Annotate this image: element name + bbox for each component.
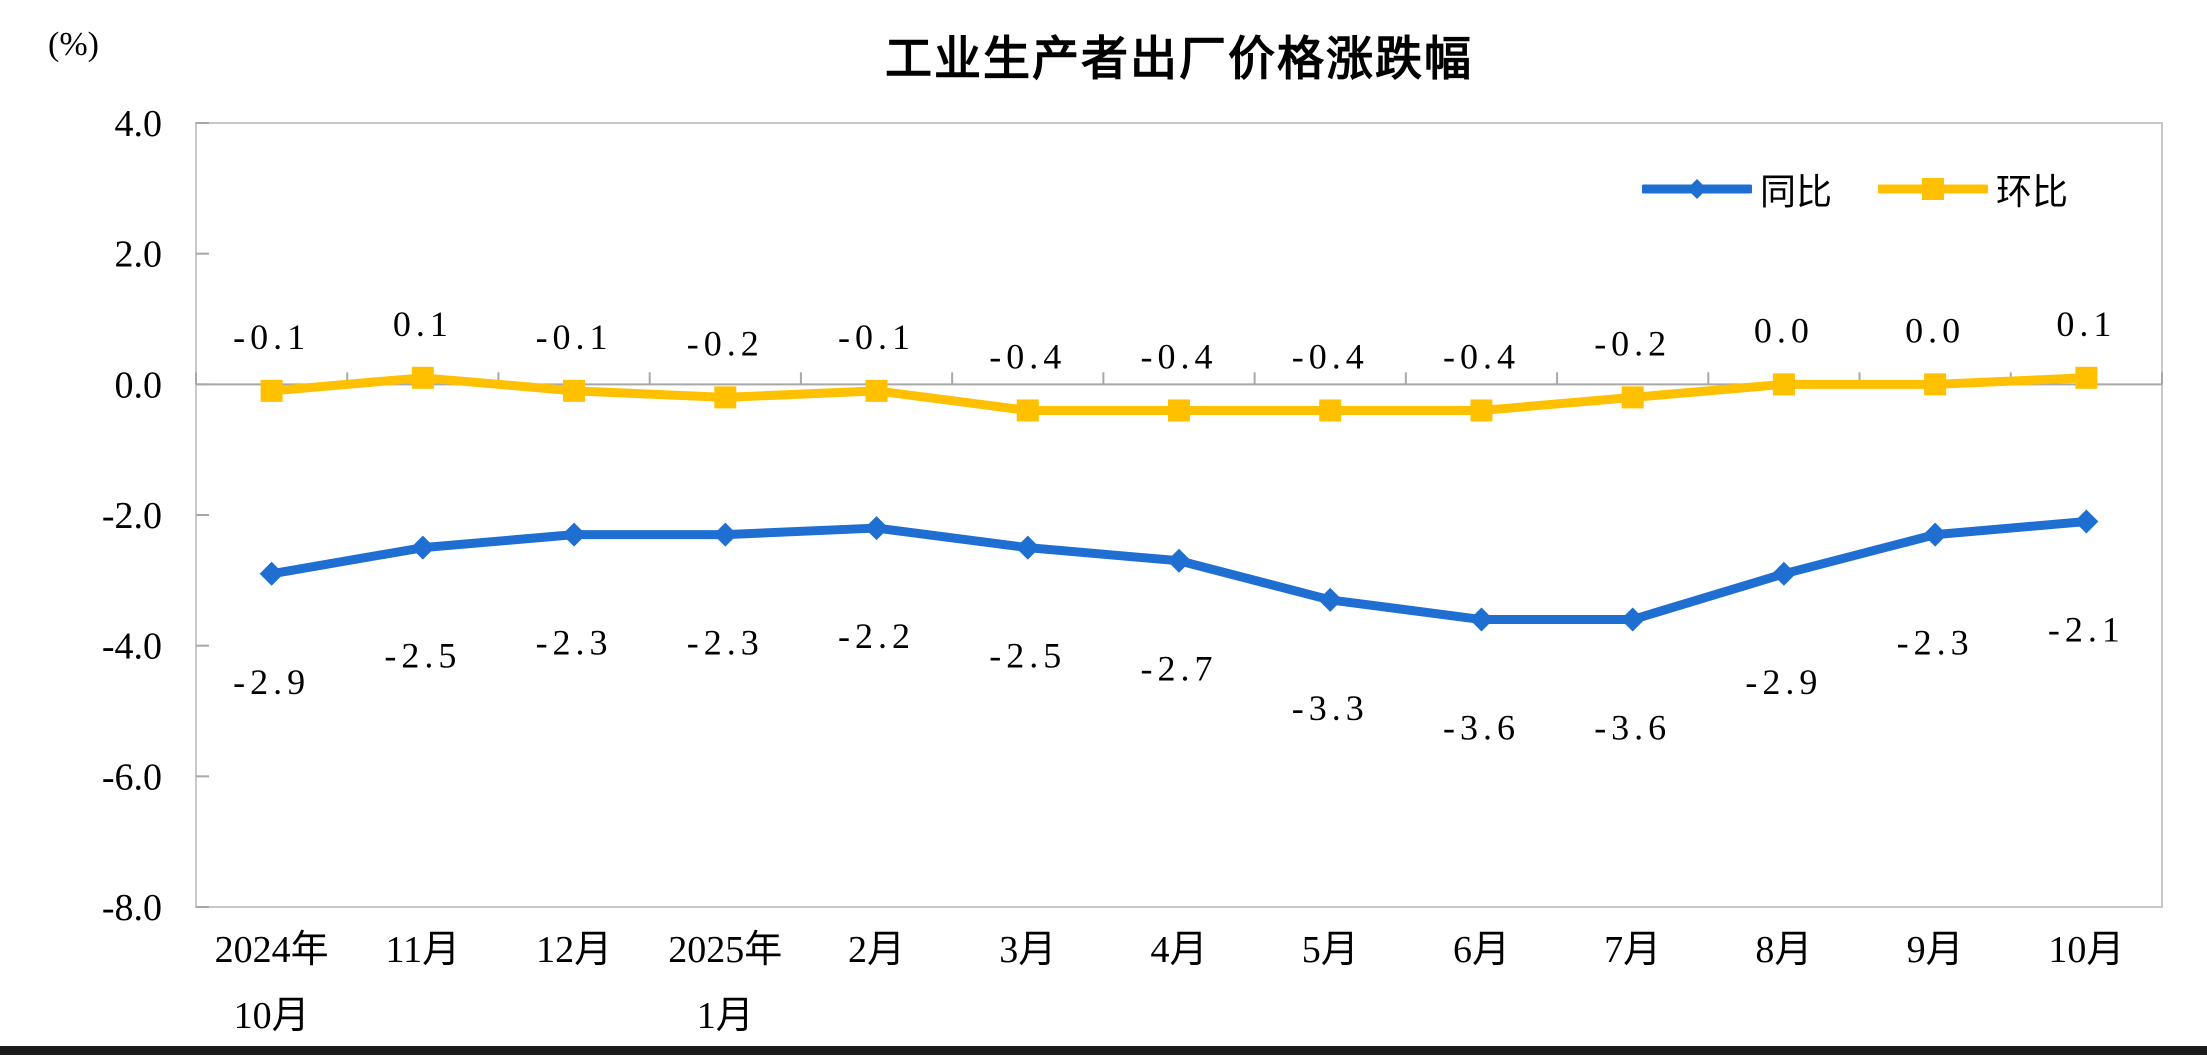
svg-text:-2.9: -2.9: [1745, 662, 1822, 702]
svg-text:-0.1: -0.1: [536, 317, 613, 357]
series-mom-data-labels: -0.1 0.1 -0.1 -0.2 -0.1 -0.4 -0.4 -0.4 -0.4 -0.2 0…: [233, 304, 2116, 377]
svg-text:-2.7: -2.7: [1141, 649, 1218, 689]
svg-text:-3.6: -3.6: [1443, 708, 1520, 748]
svg-text:5月: 5月: [1302, 929, 1359, 971]
legend-label-mom: 环比: [1996, 172, 2069, 213]
bottom-border-bar: [0, 1046, 2207, 1055]
svg-text:-2.5: -2.5: [384, 636, 461, 676]
svg-text:0.0: 0.0: [1754, 310, 1814, 350]
svg-text:-2.3: -2.3: [1897, 623, 1974, 663]
svg-text:2月: 2月: [848, 929, 905, 971]
svg-text:-2.3: -2.3: [687, 623, 764, 663]
legend-item-yoy: 同比: [1642, 163, 1832, 215]
svg-text:-0.1: -0.1: [838, 317, 915, 357]
svg-text:-2.9: -2.9: [233, 662, 310, 702]
svg-text:-2.2: -2.2: [838, 616, 915, 656]
svg-text:-0.4: -0.4: [1443, 336, 1520, 376]
svg-text:4月: 4月: [1150, 929, 1207, 971]
svg-text:-2.0: -2.0: [102, 495, 162, 537]
svg-text:8月: 8月: [1755, 929, 1812, 971]
svg-text:0.1: 0.1: [393, 304, 453, 344]
svg-text:4.0: 4.0: [115, 103, 163, 145]
svg-text:3月: 3月: [999, 929, 1056, 971]
svg-text:2.0: 2.0: [115, 234, 163, 276]
svg-text:7月: 7月: [1604, 929, 1661, 971]
svg-text:-0.1: -0.1: [233, 317, 310, 357]
svg-text:0.1: 0.1: [2056, 304, 2116, 344]
svg-text:-8.0: -8.0: [102, 887, 162, 929]
svg-text:11月: 11月: [386, 929, 461, 971]
y-axis-unit-label: (%): [48, 26, 99, 63]
svg-text:-2.3: -2.3: [536, 623, 613, 663]
svg-text:-6.0: -6.0: [102, 756, 162, 798]
plot-border: [195, 122, 2163, 908]
svg-text:-0.4: -0.4: [1141, 336, 1218, 376]
svg-text:-2.5: -2.5: [989, 636, 1066, 676]
mom-line-square-icon: [1878, 178, 1989, 200]
series-yoy: [259, 509, 2099, 632]
svg-text:10月: 10月: [2048, 929, 2124, 971]
svg-text:0.0: 0.0: [115, 364, 163, 406]
svg-text:-0.2: -0.2: [687, 323, 764, 363]
legend-label-yoy: 同比: [1760, 172, 1833, 213]
svg-text:6月: 6月: [1453, 929, 1510, 971]
y-axis-labels: 4.0 2.0 0.0 -2.0 -4.0 -6.0 -8.0: [102, 103, 209, 929]
svg-text:-0.2: -0.2: [1594, 323, 1671, 363]
svg-text:9月: 9月: [1907, 929, 1964, 971]
svg-text:-3.6: -3.6: [1594, 708, 1671, 748]
svg-text:0.0: 0.0: [1905, 310, 1965, 350]
svg-text:-4.0: -4.0: [102, 626, 162, 668]
x-axis-labels: 2024年 10月 11月 12月 2025年 1月 2月 3月 4月 5月 6月 7月 8月 9月 10月: [215, 929, 2125, 1037]
series-yoy-data-labels: -2.9 -2.5 -2.3 -2.3 -2.2 -2.5 -2.7 -3.3 -3.6 -3.6…: [233, 610, 2125, 748]
chart-title: 工业生产者出厂价格涨跌幅: [885, 32, 1473, 87]
svg-text:12月: 12月: [536, 929, 612, 971]
legend-item-mom: 环比: [1878, 163, 2068, 215]
svg-text:-2.1: -2.1: [2048, 610, 2125, 650]
svg-text:-0.4: -0.4: [989, 336, 1066, 376]
series-mom: [260, 366, 2098, 422]
svg-text:-0.4: -0.4: [1292, 336, 1369, 376]
legend: 同比 环比: [1642, 163, 2068, 215]
yoy-line-diamond-icon: [1642, 179, 1752, 199]
svg-text:-3.3: -3.3: [1292, 688, 1369, 728]
